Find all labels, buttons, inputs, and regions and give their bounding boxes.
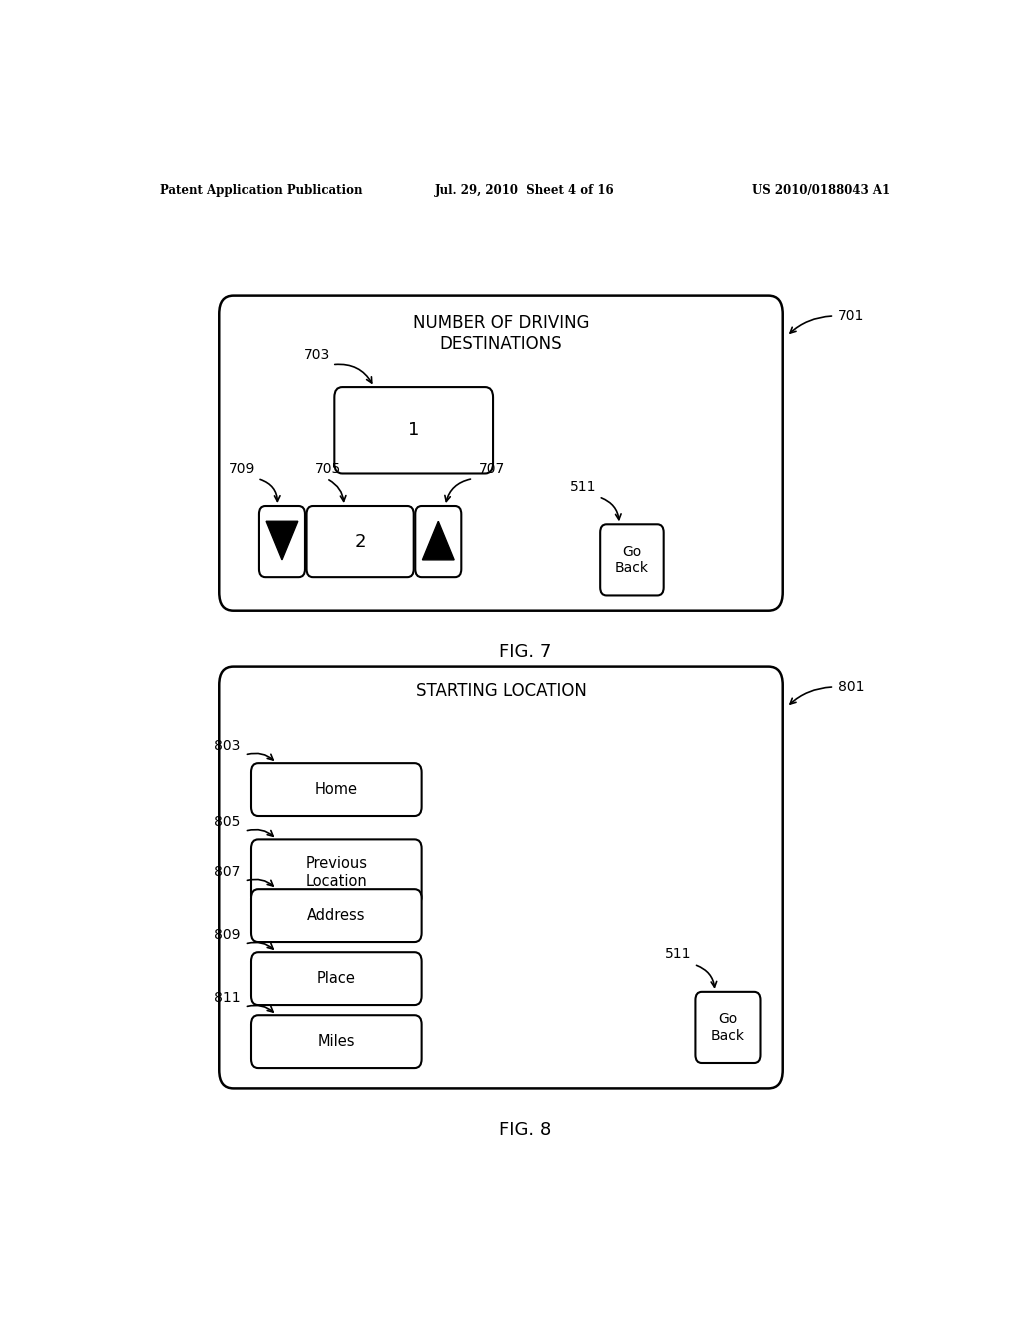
FancyBboxPatch shape: [695, 991, 761, 1063]
FancyBboxPatch shape: [600, 524, 664, 595]
FancyBboxPatch shape: [251, 763, 422, 816]
Text: 511: 511: [569, 479, 596, 494]
Polygon shape: [423, 521, 455, 560]
Text: US 2010/0188043 A1: US 2010/0188043 A1: [752, 183, 890, 197]
Text: NUMBER OF DRIVING
DESTINATIONS: NUMBER OF DRIVING DESTINATIONS: [413, 314, 589, 352]
Text: 701: 701: [839, 309, 864, 323]
Text: 703: 703: [304, 347, 331, 362]
FancyBboxPatch shape: [251, 952, 422, 1005]
Text: 807: 807: [214, 865, 241, 879]
Text: 801: 801: [839, 680, 865, 694]
FancyBboxPatch shape: [416, 506, 461, 577]
Text: Patent Application Publication: Patent Application Publication: [160, 183, 362, 197]
Text: Address: Address: [307, 908, 366, 923]
Text: 803: 803: [214, 739, 241, 752]
Text: Go
Back: Go Back: [711, 1012, 745, 1043]
Text: 511: 511: [665, 948, 691, 961]
Text: STARTING LOCATION: STARTING LOCATION: [416, 682, 587, 700]
Text: FIG. 7: FIG. 7: [499, 643, 551, 661]
Text: 811: 811: [214, 991, 241, 1005]
Text: 2: 2: [354, 532, 366, 550]
FancyBboxPatch shape: [334, 387, 494, 474]
FancyBboxPatch shape: [251, 1015, 422, 1068]
Polygon shape: [266, 521, 298, 560]
FancyBboxPatch shape: [219, 667, 782, 1089]
Text: 707: 707: [478, 462, 505, 475]
Text: 709: 709: [228, 462, 255, 475]
Text: 705: 705: [314, 462, 341, 475]
Text: Go
Back: Go Back: [615, 545, 649, 576]
FancyBboxPatch shape: [251, 840, 422, 906]
Text: Jul. 29, 2010  Sheet 4 of 16: Jul. 29, 2010 Sheet 4 of 16: [435, 183, 614, 197]
Text: 1: 1: [408, 421, 420, 440]
Text: FIG. 8: FIG. 8: [499, 1121, 551, 1139]
FancyBboxPatch shape: [259, 506, 305, 577]
FancyBboxPatch shape: [251, 890, 422, 942]
Text: 809: 809: [214, 928, 241, 942]
Text: Miles: Miles: [317, 1034, 355, 1049]
FancyBboxPatch shape: [219, 296, 782, 611]
Text: 805: 805: [214, 816, 241, 829]
Text: Previous
Location: Previous Location: [305, 857, 368, 888]
Text: Home: Home: [314, 781, 357, 797]
FancyBboxPatch shape: [306, 506, 414, 577]
Text: Place: Place: [316, 972, 355, 986]
